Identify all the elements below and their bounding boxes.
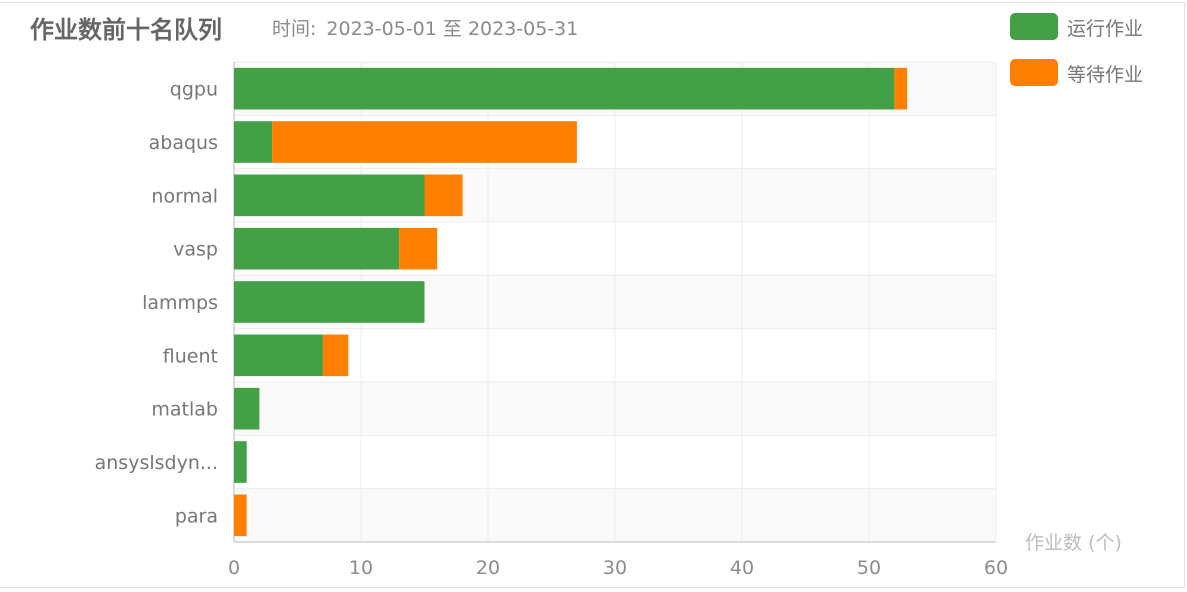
bar-waiting-2 bbox=[424, 174, 463, 217]
bar-waiting-0 bbox=[894, 67, 908, 110]
bar-running-5 bbox=[234, 334, 323, 377]
legend-swatch-waiting bbox=[1010, 59, 1058, 86]
range-separator: 至 bbox=[442, 18, 462, 40]
bar-running-4 bbox=[234, 281, 425, 323]
y-category-label: lammps bbox=[142, 292, 218, 314]
y-category-label: vasp bbox=[173, 239, 218, 261]
x-tick-label: 50 bbox=[857, 557, 881, 579]
y-category-label: para bbox=[175, 505, 218, 527]
legend-label-waiting: 等待作业 bbox=[1067, 64, 1144, 86]
time-label: 时间: bbox=[272, 18, 317, 40]
chart-title: 作业数前十名队列 bbox=[30, 16, 222, 44]
y-category-label: ansyslsdyn... bbox=[95, 452, 218, 474]
legend-swatch-running bbox=[1010, 13, 1058, 40]
x-axis-title: 作业数 (个) bbox=[1025, 532, 1122, 554]
x-tick-label: 20 bbox=[476, 557, 500, 579]
x-tick-label: 40 bbox=[730, 557, 754, 579]
chart-subtitle: 时间: 2023-05-01 至 2023-05-31 bbox=[272, 14, 578, 41]
bar-running-3 bbox=[234, 227, 400, 270]
bar-waiting-3 bbox=[399, 227, 438, 270]
bar-running-0 bbox=[234, 67, 895, 110]
bar-waiting-5 bbox=[322, 334, 349, 377]
bar-waiting-8 bbox=[234, 494, 247, 537]
bar-running-1 bbox=[234, 121, 273, 163]
y-category-label: qgpu bbox=[170, 79, 218, 101]
x-tick-label: 60 bbox=[984, 557, 1008, 579]
y-category-label: matlab bbox=[151, 399, 218, 421]
x-tick-label: 30 bbox=[603, 557, 627, 579]
bar-running-7 bbox=[234, 441, 247, 483]
x-tick-label: 10 bbox=[349, 557, 373, 579]
y-category-label: abaqus bbox=[149, 132, 218, 154]
bar-running-6 bbox=[234, 387, 260, 430]
start-date: 2023-05-01 bbox=[326, 18, 437, 40]
legend-label-running: 运行作业 bbox=[1067, 18, 1144, 40]
end-date: 2023-05-31 bbox=[467, 18, 579, 40]
y-category-label: fluent bbox=[163, 345, 218, 367]
y-category-label: normal bbox=[151, 185, 218, 207]
x-tick-label: 0 bbox=[228, 557, 240, 579]
bar-running-2 bbox=[234, 174, 425, 217]
bar-waiting-1 bbox=[272, 121, 577, 163]
